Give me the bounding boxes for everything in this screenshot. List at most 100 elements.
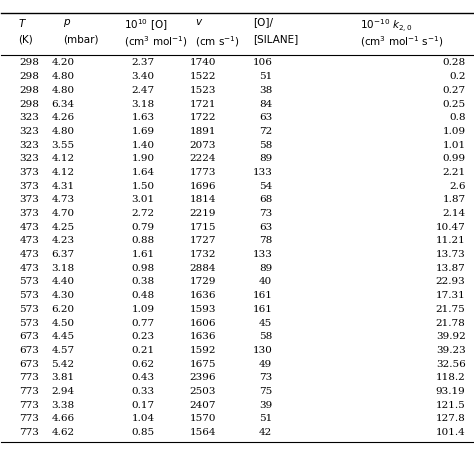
Text: 323: 323 (19, 140, 39, 150)
Text: 17.31: 17.31 (436, 291, 465, 300)
Text: 2.94: 2.94 (51, 387, 74, 396)
Text: 161: 161 (253, 291, 273, 300)
Text: $10^{-10}$ $k_{2,0}$: $10^{-10}$ $k_{2,0}$ (359, 17, 412, 34)
Text: 298: 298 (19, 72, 39, 81)
Text: $T$: $T$ (18, 17, 27, 29)
Text: 1636: 1636 (189, 291, 216, 300)
Text: 22.93: 22.93 (436, 278, 465, 286)
Text: 0.79: 0.79 (131, 223, 155, 232)
Text: 1606: 1606 (189, 319, 216, 328)
Text: [SILANE]: [SILANE] (254, 34, 299, 44)
Text: 63: 63 (259, 113, 273, 122)
Text: (cm$^3$ mol$^{-1}$ s$^{-1}$): (cm$^3$ mol$^{-1}$ s$^{-1}$) (359, 34, 443, 49)
Text: 51: 51 (259, 72, 273, 81)
Text: 1592: 1592 (189, 346, 216, 355)
Text: 49: 49 (259, 359, 273, 369)
Text: 133: 133 (253, 168, 273, 177)
Text: 127.8: 127.8 (436, 414, 465, 423)
Text: 0.21: 0.21 (131, 346, 155, 355)
Text: 68: 68 (259, 196, 273, 204)
Text: 133: 133 (253, 250, 273, 259)
Text: 4.70: 4.70 (51, 209, 74, 218)
Text: 39.92: 39.92 (436, 332, 465, 341)
Text: 6.34: 6.34 (51, 100, 74, 108)
Text: 1.01: 1.01 (442, 140, 465, 150)
Text: 0.99: 0.99 (442, 154, 465, 163)
Text: 4.26: 4.26 (51, 113, 74, 122)
Text: 2.21: 2.21 (442, 168, 465, 177)
Text: 1.87: 1.87 (442, 196, 465, 204)
Text: 32.56: 32.56 (436, 359, 465, 369)
Text: 1722: 1722 (189, 113, 216, 122)
Text: 4.23: 4.23 (51, 236, 74, 246)
Text: 473: 473 (19, 236, 39, 246)
Text: 13.73: 13.73 (436, 250, 465, 259)
Text: 1636: 1636 (189, 332, 216, 341)
Text: 0.88: 0.88 (131, 236, 155, 246)
Text: 3.40: 3.40 (131, 72, 155, 81)
Text: 2224: 2224 (189, 154, 216, 163)
Text: 3.38: 3.38 (51, 401, 74, 409)
Text: 4.30: 4.30 (51, 291, 74, 300)
Text: 51: 51 (259, 414, 273, 423)
Text: 2407: 2407 (189, 401, 216, 409)
Text: 1.61: 1.61 (131, 250, 155, 259)
Text: (K): (K) (18, 34, 33, 44)
Text: 3.81: 3.81 (51, 373, 74, 382)
Text: 0.28: 0.28 (442, 58, 465, 67)
Text: 130: 130 (253, 346, 273, 355)
Text: 1.64: 1.64 (131, 168, 155, 177)
Text: 1.40: 1.40 (131, 140, 155, 150)
Text: 373: 373 (19, 168, 39, 177)
Text: 773: 773 (19, 428, 39, 437)
Text: (cm$^3$ mol$^{-1}$): (cm$^3$ mol$^{-1}$) (124, 34, 188, 49)
Text: 89: 89 (259, 264, 273, 273)
Text: 73: 73 (259, 373, 273, 382)
Text: 298: 298 (19, 86, 39, 95)
Text: 1.50: 1.50 (131, 182, 155, 190)
Text: 2.37: 2.37 (131, 58, 155, 67)
Text: 573: 573 (19, 305, 39, 314)
Text: 323: 323 (19, 154, 39, 163)
Text: 11.21: 11.21 (436, 236, 465, 246)
Text: 1522: 1522 (189, 72, 216, 81)
Text: 75: 75 (259, 387, 273, 396)
Text: 0.25: 0.25 (442, 100, 465, 108)
Text: 673: 673 (19, 346, 39, 355)
Text: 4.20: 4.20 (51, 58, 74, 67)
Text: 0.98: 0.98 (131, 264, 155, 273)
Text: 6.37: 6.37 (51, 250, 74, 259)
Text: 1696: 1696 (189, 182, 216, 190)
Text: 2219: 2219 (189, 209, 216, 218)
Text: 4.25: 4.25 (51, 223, 74, 232)
Text: 1814: 1814 (189, 196, 216, 204)
Text: 73: 73 (259, 209, 273, 218)
Text: 6.20: 6.20 (51, 305, 74, 314)
Text: 1727: 1727 (189, 236, 216, 246)
Text: (mbar): (mbar) (63, 34, 98, 44)
Text: 1675: 1675 (189, 359, 216, 369)
Text: 0.85: 0.85 (131, 428, 155, 437)
Text: 2503: 2503 (189, 387, 216, 396)
Text: 5.42: 5.42 (51, 359, 74, 369)
Text: 1.04: 1.04 (131, 414, 155, 423)
Text: 4.62: 4.62 (51, 428, 74, 437)
Text: 21.75: 21.75 (436, 305, 465, 314)
Text: 3.55: 3.55 (51, 140, 74, 150)
Text: 161: 161 (253, 305, 273, 314)
Text: 1.09: 1.09 (131, 305, 155, 314)
Text: 45: 45 (259, 319, 273, 328)
Text: 373: 373 (19, 196, 39, 204)
Text: 373: 373 (19, 209, 39, 218)
Text: 0.17: 0.17 (131, 401, 155, 409)
Text: 3.01: 3.01 (131, 196, 155, 204)
Text: 0.33: 0.33 (131, 387, 155, 396)
Text: 58: 58 (259, 332, 273, 341)
Text: 2396: 2396 (189, 373, 216, 382)
Text: 1.90: 1.90 (131, 154, 155, 163)
Text: 373: 373 (19, 182, 39, 190)
Text: 4.31: 4.31 (51, 182, 74, 190)
Text: 58: 58 (259, 140, 273, 150)
Text: $v$: $v$ (195, 17, 203, 28)
Text: 323: 323 (19, 113, 39, 122)
